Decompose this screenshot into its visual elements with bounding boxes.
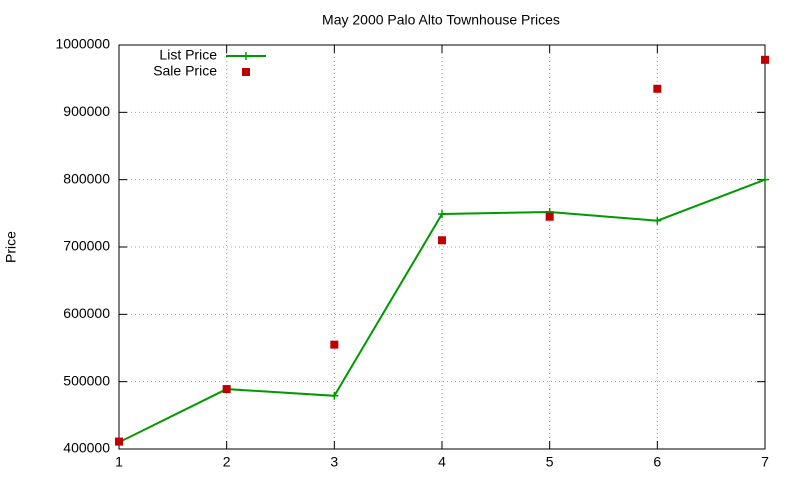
y-tick-label: 1000000 — [55, 36, 110, 52]
x-tick-label: 7 — [761, 454, 769, 470]
x-tick-label: 5 — [546, 454, 554, 470]
point-marker — [761, 175, 769, 184]
point — [653, 84, 662, 93]
line — [118, 178, 766, 444]
point — [545, 212, 554, 221]
y-tick-label: 600000 — [63, 305, 110, 321]
y-tick-label: 400000 — [63, 440, 110, 456]
point — [761, 55, 769, 64]
y-tick-label: 700000 — [63, 238, 110, 254]
point — [222, 385, 231, 394]
y-axis-label: Price — [3, 231, 19, 263]
x-tick-label: 1 — [115, 454, 123, 470]
point-marker — [653, 216, 662, 225]
point — [330, 340, 339, 349]
legend-marker — [242, 52, 250, 60]
x-tick-label: 6 — [653, 454, 661, 470]
point — [115, 437, 123, 446]
x-tick-label: 2 — [223, 454, 231, 470]
point — [438, 236, 446, 245]
chart-title: May 2000 Palo Alto Townhouse Prices — [322, 12, 560, 28]
legend-label: Sale Price — [153, 63, 217, 79]
y-tick-label: 900000 — [63, 103, 110, 119]
point-marker — [438, 210, 446, 219]
x-tick-label: 3 — [330, 454, 338, 470]
legend-label: List Price — [159, 47, 217, 63]
y-tick-label: 800000 — [63, 170, 110, 186]
x-tick-label: 4 — [438, 454, 446, 470]
legend-marker — [242, 68, 250, 76]
plot-frame — [118, 44, 766, 450]
point-marker — [330, 391, 339, 400]
y-tick-label: 500000 — [63, 372, 110, 388]
